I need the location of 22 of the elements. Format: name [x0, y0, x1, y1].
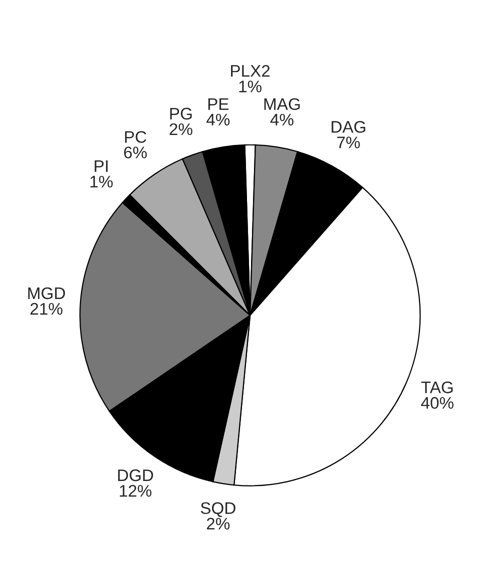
slice-label: PI	[94, 160, 108, 172]
slice-label: PC	[125, 131, 146, 143]
data-label: 1%	[239, 80, 262, 92]
data-label: 7%	[337, 136, 360, 148]
data-label: 21%	[30, 302, 62, 315]
data-label: 4%	[270, 114, 294, 126]
slice-label: PE	[208, 98, 229, 110]
data-label: 40%	[421, 397, 454, 409]
data-label: 6%	[124, 146, 147, 158]
slice-label: TAG	[421, 381, 453, 394]
slice-label: PG	[170, 108, 192, 120]
data-label: 2%	[170, 123, 192, 136]
slice-label: SQD	[200, 502, 236, 518]
data-label: 4%	[206, 114, 230, 126]
slice-label: MAG	[264, 98, 300, 110]
data-label: 2%	[206, 518, 230, 530]
slice-label: MGD	[28, 287, 65, 300]
slice-label: DAG	[332, 120, 366, 133]
slice-label: PLX2	[231, 65, 270, 77]
data-label: 1%	[90, 176, 113, 188]
data-label: 12%	[120, 484, 152, 497]
slice-label: DGD	[118, 469, 154, 482]
